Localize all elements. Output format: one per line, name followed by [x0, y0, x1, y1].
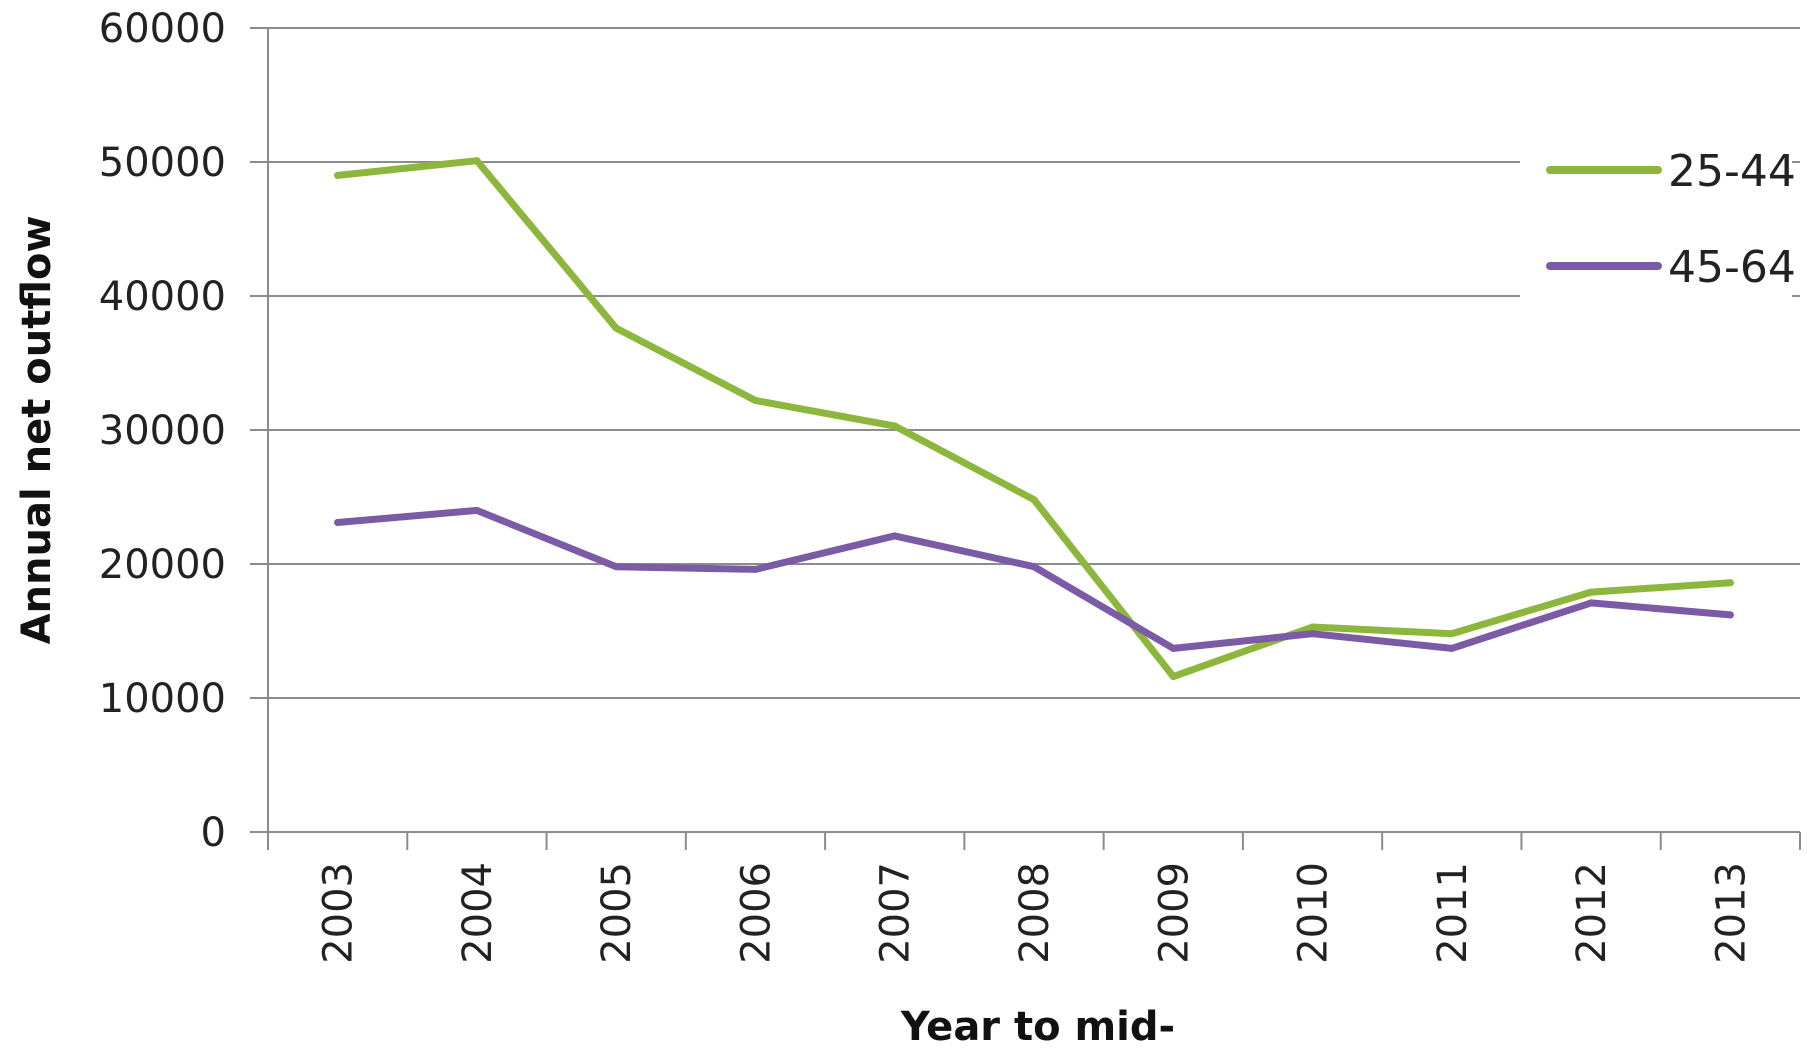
series-line-45-64: [334, 506, 1734, 652]
y-tick-labels: 0 10000 20000 30000 40000 50000 60000: [99, 6, 226, 856]
x-tick-label: 2004: [455, 862, 501, 964]
x-axis-title: Year to mid-: [900, 1004, 1175, 1050]
x-tick-label: 2013: [1708, 862, 1754, 964]
series-lines: [334, 157, 1734, 681]
x-tick-label: 2008: [1012, 862, 1058, 964]
data-point-25-44-2011: [1448, 630, 1456, 638]
x-tick-label: 2009: [1151, 862, 1197, 964]
data-point-25-44-2009: [1169, 673, 1177, 681]
data-point-45-64-2013: [1726, 611, 1734, 619]
x-tick-label: 2003: [316, 862, 362, 964]
data-point-25-44-2007: [891, 422, 899, 430]
data-point-25-44-2012: [1587, 588, 1595, 596]
x-tick-label: 2012: [1569, 862, 1615, 964]
x-tick-label: 2007: [873, 862, 919, 964]
x-tick-label: 2011: [1430, 862, 1476, 964]
x-tick-labels: 2003 2004 2005 2006 2007 2008 2009 2010 2011 2012…: [316, 862, 1755, 964]
y-tick-label: 20000: [99, 542, 226, 588]
data-point-45-64-2011: [1448, 644, 1456, 652]
data-point-45-64-2008: [1030, 563, 1038, 571]
data-point-45-64-2007: [891, 532, 899, 540]
data-point-45-64-2012: [1587, 599, 1595, 607]
y-tick-label: 10000: [99, 676, 226, 722]
data-point-45-64-2004: [473, 506, 481, 514]
x-tick-label: 2010: [1291, 862, 1337, 964]
data-point-45-64-2006: [751, 565, 759, 573]
y-tick-label: 60000: [99, 6, 226, 52]
legend-label-25-44: 25-44: [1668, 146, 1796, 197]
grid-lines: [268, 27, 1800, 699]
data-point-45-64-2010: [1309, 630, 1317, 638]
legend: 25-44 45-64: [1520, 98, 1796, 304]
data-point-25-44-2006: [751, 397, 759, 405]
legend-label-45-64: 45-64: [1668, 242, 1796, 293]
y-tick-label: 30000: [99, 408, 226, 454]
data-point-25-44-2005: [612, 324, 620, 332]
data-point-25-44-2003: [334, 171, 342, 179]
data-point-45-64-2009: [1169, 644, 1177, 652]
data-point-45-64-2005: [612, 563, 620, 571]
data-point-25-44-2010: [1309, 623, 1317, 631]
data-point-25-44-2004: [473, 157, 481, 165]
y-tick-label: 40000: [99, 274, 226, 320]
y-tick-label: 50000: [99, 140, 226, 186]
axes: [250, 27, 1801, 850]
y-axis-title: Annual net outflow: [14, 216, 60, 645]
data-point-25-44-2008: [1030, 496, 1038, 504]
data-point-45-64-2003: [334, 518, 342, 526]
data-point-25-44-2013: [1726, 579, 1734, 587]
y-tick-label: 0: [201, 810, 226, 856]
x-tick-label: 2006: [733, 862, 779, 964]
x-tick-label: 2005: [594, 862, 640, 964]
